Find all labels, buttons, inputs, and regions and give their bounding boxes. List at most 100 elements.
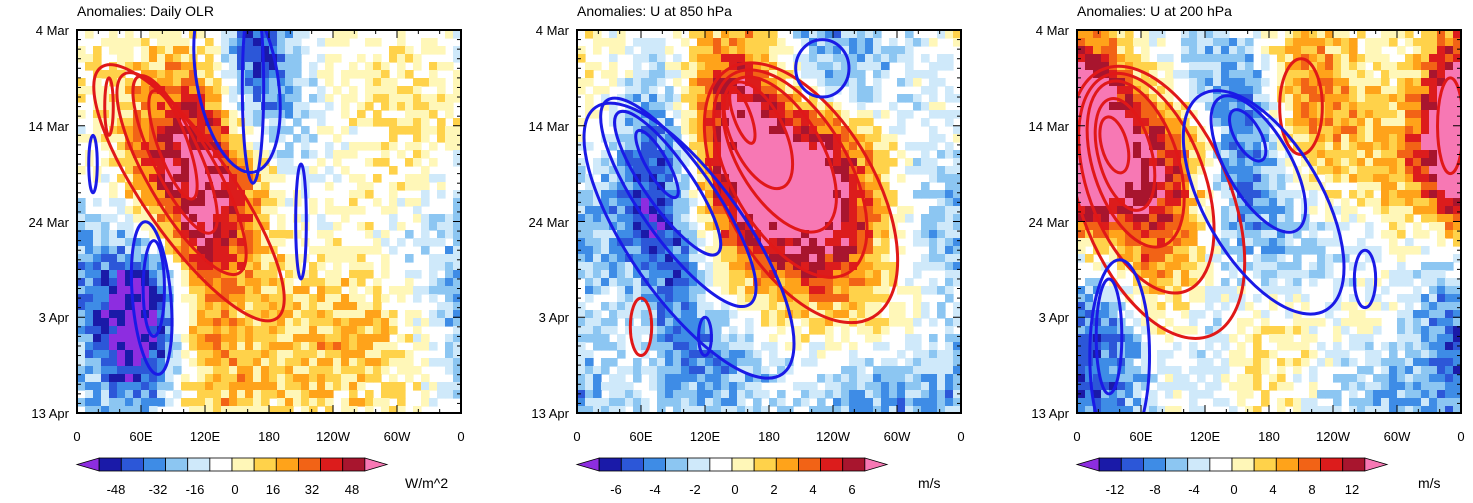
y-tick-label: 4 Mar (36, 23, 70, 38)
colorbar-segment (1188, 458, 1210, 471)
colorbar-u850 (577, 458, 887, 471)
colorbar-segment (1166, 458, 1188, 471)
y-tick-label: 3 Apr (39, 310, 70, 325)
colorbar-segment (254, 458, 276, 471)
colorbar-label: -48 (107, 482, 126, 497)
colorbar-label: 4 (809, 482, 816, 497)
y-tick-label: 13 Apr (531, 406, 569, 421)
colorbar-units-u850: m/s (918, 475, 941, 491)
colorbar-label: -12 (1106, 482, 1125, 497)
colorbar-units-u200: m/s (1418, 475, 1441, 491)
y-tick-label: 13 Apr (1031, 406, 1069, 421)
colorbar-segment (298, 458, 320, 471)
colorbar-segment (1210, 458, 1232, 471)
colorbar-segment (1365, 458, 1387, 471)
colorbar-segment (1343, 458, 1365, 471)
colorbar-segment (821, 458, 843, 471)
colorbar-label: -8 (1149, 482, 1161, 497)
colorbar-label: 48 (345, 482, 359, 497)
colorbar-segment (1121, 458, 1143, 471)
colorbar-label: 32 (305, 482, 319, 497)
colorbar-segment (1099, 458, 1121, 471)
colorbar-segment (210, 458, 232, 471)
colorbar-segment (343, 458, 365, 471)
x-tick-label: 120E (1190, 429, 1221, 444)
y-tick-label: 4 Mar (536, 23, 570, 38)
colorbar-segment (143, 458, 165, 471)
colorbar-segment (621, 458, 643, 471)
panel-u850: Anomalies: U at 850 hPa 4 Mar 14 Mar 24 … (529, 3, 965, 497)
x-tick-label: 60W (1384, 429, 1411, 444)
colorbar-segment (732, 458, 754, 471)
colorbar-label: 0 (231, 482, 238, 497)
colorbar-segment (843, 458, 865, 471)
colorbar-label: 6 (848, 482, 855, 497)
y-tick-labels-u200: 4 Mar 14 Mar 24 Mar 3 Apr 13 Apr (1029, 23, 1070, 421)
colorbar-segment (754, 458, 776, 471)
x-tick-label: 180 (258, 429, 280, 444)
colorbar-label: -6 (610, 482, 622, 497)
colorbar-label: -32 (149, 482, 168, 497)
colorbar-label: 4 (1269, 482, 1276, 497)
x-tick-label: 0 (1457, 429, 1464, 444)
colorbar-units-olr: W/m^2 (405, 475, 448, 491)
y-tick-label: 3 Apr (539, 310, 570, 325)
x-tick-label: 180 (758, 429, 780, 444)
y-tick-label: 14 Mar (529, 119, 570, 134)
colorbar-segment (365, 458, 387, 471)
colorbar-label: -4 (1188, 482, 1200, 497)
colorbar-segment (77, 458, 99, 471)
colorbar-label: -2 (689, 482, 701, 497)
colorbar-labels-u850: -6 -4 -2 0 2 4 6 (610, 482, 855, 497)
panel-olr: Anomalies: Daily OLR 4 Mar 14 Mar 24 Mar… (29, 0, 465, 497)
colorbar-segment (798, 458, 820, 471)
colorbar-label: -4 (649, 482, 661, 497)
colorbar-labels-u200: -12 -8 -4 0 4 8 12 (1106, 482, 1360, 497)
x-tick-label: 120W (816, 429, 851, 444)
colorbar-segment (599, 458, 621, 471)
colorbar-segment (188, 458, 210, 471)
x-tick-label: 120W (316, 429, 351, 444)
colorbar-segment (166, 458, 188, 471)
y-tick-label: 13 Apr (31, 406, 69, 421)
y-tick-labels-olr: 4 Mar 14 Mar 24 Mar 3 Apr 13 Apr (29, 23, 70, 421)
colorbar-segment (1232, 458, 1254, 471)
colorbar-label: 8 (1308, 482, 1315, 497)
x-tick-label: 0 (73, 429, 80, 444)
colorbar-label: 16 (266, 482, 280, 497)
x-tick-label: 0 (573, 429, 580, 444)
y-tick-label: 24 Mar (29, 215, 70, 230)
x-tick-label: 60W (884, 429, 911, 444)
colorbar-segment (1143, 458, 1165, 471)
colorbar-u200 (1077, 458, 1387, 471)
colorbar-olr (77, 458, 387, 471)
x-tick-label: 0 (457, 429, 464, 444)
x-tick-labels-u850: 0 60E 120E 180 120W 60W 0 (573, 429, 964, 444)
colorbar-label: -16 (186, 482, 205, 497)
y-tick-label: 3 Apr (1039, 310, 1070, 325)
colorbar-segment (688, 458, 710, 471)
colorbar-label: 0 (731, 482, 738, 497)
x-tick-labels-olr: 0 60E 120E 180 120W 60W 0 (73, 429, 464, 444)
x-tick-label: 60E (629, 429, 652, 444)
colorbar-label: 2 (770, 482, 777, 497)
panel-title-u850: Anomalies: U at 850 hPa (577, 3, 732, 19)
colorbar-segment (710, 458, 732, 471)
y-tick-label: 4 Mar (1036, 23, 1070, 38)
x-tick-label: 60E (129, 429, 152, 444)
colorbar-segment (276, 458, 298, 471)
colorbar-segment (232, 458, 254, 471)
x-tick-label: 60E (1129, 429, 1152, 444)
y-tick-label: 24 Mar (529, 215, 570, 230)
colorbar-segment (776, 458, 798, 471)
x-tick-labels-u200: 0 60E 120E 180 120W 60W 0 (1073, 429, 1464, 444)
colorbar-segment (643, 458, 665, 471)
x-tick-label: 120E (190, 429, 221, 444)
colorbar-label: 12 (1345, 482, 1359, 497)
colorbar-segment (1254, 458, 1276, 471)
colorbar-segment (1077, 458, 1099, 471)
heatmap-field-olr (77, 30, 462, 415)
x-tick-label: 60W (384, 429, 411, 444)
y-tick-label: 14 Mar (29, 119, 70, 134)
